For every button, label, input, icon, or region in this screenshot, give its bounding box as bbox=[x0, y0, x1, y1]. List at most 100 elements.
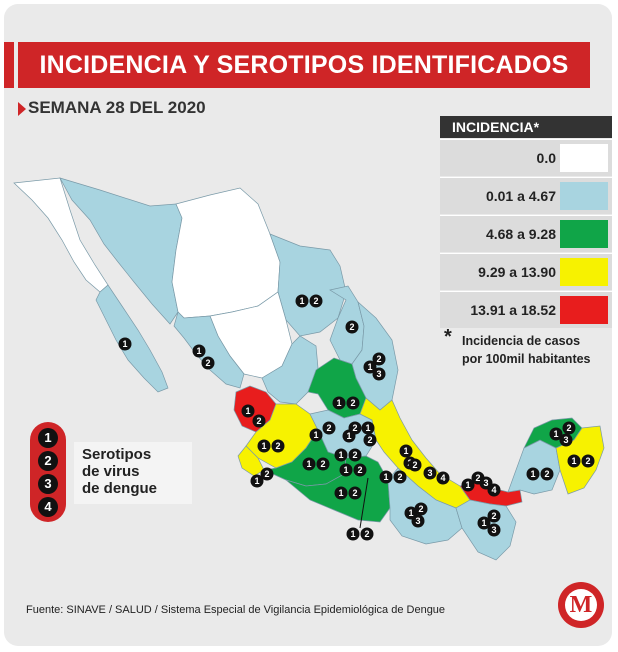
marker-dot-label: 1 bbox=[254, 476, 259, 486]
legend-row-label: 0.01 a 4.67 bbox=[485, 188, 556, 204]
state-sinaloa bbox=[173, 311, 245, 389]
marker-tamaulipas: 12 3 bbox=[363, 352, 386, 381]
marker-dot-label: 1 bbox=[122, 339, 127, 349]
marker-dot-label: 2 bbox=[326, 423, 331, 433]
state-sonora bbox=[59, 177, 183, 325]
serotype-number: 3 bbox=[38, 474, 58, 494]
marker-dot-label: 2 bbox=[264, 469, 269, 479]
marker-dot-label: 1 bbox=[481, 518, 486, 528]
marker-dot-label: 1 bbox=[383, 472, 388, 482]
state-chiapas bbox=[455, 499, 517, 561]
marker-dot-label: 2 bbox=[397, 472, 402, 482]
asterisk-icon: * bbox=[444, 326, 452, 348]
marker-queretaro: 12 bbox=[342, 421, 362, 443]
marker-dot-label: 1 bbox=[408, 508, 413, 518]
legend-swatch bbox=[560, 258, 608, 286]
marker-dot-label: 2 bbox=[585, 456, 590, 466]
serotype-number: 4 bbox=[38, 497, 58, 517]
legend-note-line: Incidencia de casos bbox=[462, 334, 581, 348]
legend-row-label: 13.91 a 18.52 bbox=[470, 302, 556, 318]
marker-dot-label: 1 bbox=[299, 296, 304, 306]
legend-row: 0.01 a 4.67 bbox=[440, 177, 612, 214]
marker-dot-label: 2 bbox=[491, 511, 496, 521]
legend-row: 9.29 a 13.90 bbox=[440, 253, 612, 290]
marker-dot-label: 1 bbox=[336, 398, 341, 408]
marker-dot-label: 2 bbox=[412, 460, 417, 470]
marker-dot-label: 1 bbox=[403, 446, 408, 456]
marker-dot-label: 1 bbox=[343, 465, 348, 475]
marker-dot-label: 2 bbox=[367, 435, 372, 445]
marker-dot-label: 1 bbox=[306, 459, 311, 469]
serotype-number: 1 bbox=[38, 428, 58, 448]
serotype-number: 2 bbox=[38, 451, 58, 471]
marker-dot-label: 2 bbox=[544, 469, 549, 479]
marker-dot-label: 3 bbox=[491, 525, 496, 535]
marker-dot-label: 1 bbox=[313, 430, 318, 440]
marker-dot-label: 2 bbox=[475, 473, 480, 483]
marker-oaxaca: 1 2 3 bbox=[404, 502, 428, 528]
legend-heading: INCIDENCIA* bbox=[440, 116, 612, 138]
serotype-label-line: de virus bbox=[82, 463, 140, 480]
play-arrow-icon bbox=[18, 102, 26, 116]
marker-dot-label: 1 bbox=[465, 480, 470, 490]
marker-nuevo-leon: 2 bbox=[345, 320, 359, 334]
title-tab-accent bbox=[4, 42, 14, 88]
state-baja-california-sur bbox=[95, 284, 169, 393]
legend-swatch bbox=[560, 220, 608, 248]
marker-dot-label: 2 bbox=[364, 529, 369, 539]
state-chihuahua bbox=[171, 187, 281, 319]
title-bar: INCIDENCIA Y SEROTIPOS IDENTIFICADOS bbox=[18, 42, 590, 88]
marker-dot-label: 2 bbox=[418, 504, 423, 514]
serotype-label-line: Serotipos bbox=[82, 446, 152, 463]
marker-dot-label: 1 bbox=[530, 469, 535, 479]
marker-dot-label: 3 bbox=[483, 478, 488, 488]
legend-row: 4.68 a 9.28 bbox=[440, 215, 612, 252]
marker-dot-label: 1 bbox=[346, 431, 351, 441]
marker-guanajuato: 12 bbox=[309, 421, 336, 442]
marker-dot-label: 4 bbox=[440, 473, 445, 483]
marker-dot-label: 1 bbox=[365, 423, 370, 433]
marker-chiapas: 12 3 bbox=[477, 509, 501, 537]
marker-dot-label: 2 bbox=[205, 358, 210, 368]
marker-dot-label: 2 bbox=[320, 459, 325, 469]
incidence-legend: INCIDENCIA* 0.0 0.01 a 4.67 4.68 a 9.28 … bbox=[440, 116, 612, 328]
marker-yucatan: 12 3 bbox=[549, 421, 576, 447]
marker-veracruz-sur: 23 4 bbox=[408, 458, 450, 485]
legend-note: * Incidencia de casos por 100mil habitan… bbox=[444, 327, 591, 368]
week-subtitle: SEMANA 28 DEL 2020 bbox=[28, 98, 206, 117]
marker-dot-label: 2 bbox=[313, 296, 318, 306]
legend-row: 0.0 bbox=[440, 139, 612, 176]
serotype-label: Serotipos de virus de dengue bbox=[74, 442, 192, 504]
marker-dot-label: 3 bbox=[376, 369, 381, 379]
marker-tabasco: 12 34 bbox=[461, 471, 501, 497]
marker-dot-label: 2 bbox=[352, 450, 357, 460]
marker-dot-label: 1 bbox=[571, 456, 576, 466]
marker-sinaloa: 12 bbox=[192, 344, 215, 370]
legend-row-label: 4.68 a 9.28 bbox=[485, 226, 556, 242]
marker-dot-label: 2 bbox=[256, 416, 261, 426]
marker-dot-label: 2 bbox=[566, 423, 571, 433]
marker-dot-label: 1 bbox=[338, 488, 343, 498]
marker-dot-label: 2 bbox=[349, 322, 354, 332]
marker-nayarit: 12 bbox=[241, 404, 266, 428]
serotype-label-line: de dengue bbox=[82, 480, 158, 497]
cdmx-leader-line bbox=[359, 477, 369, 529]
marker-dot-label: 1 bbox=[245, 406, 250, 416]
legend-row: 13.91 a 18.52 bbox=[440, 291, 612, 328]
marker-dot-label: 3 bbox=[427, 468, 432, 478]
legend-row-label: 0.0 bbox=[536, 150, 556, 166]
logo-letter: M bbox=[565, 589, 597, 621]
serotype-legend: 1 2 3 4 Serotipos de virus de dengue bbox=[30, 422, 192, 522]
marker-dot-label: 3 bbox=[415, 516, 420, 526]
marker-dot-label: 2 bbox=[352, 423, 357, 433]
